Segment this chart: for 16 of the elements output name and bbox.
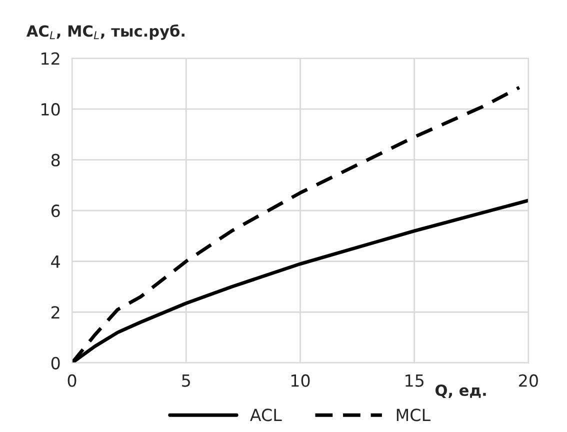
x-tick-label: 15: [406, 374, 424, 387]
x-tick-label: 5: [182, 374, 190, 387]
x-tick-label: 10: [291, 374, 310, 387]
y-tick-label: 10: [42, 103, 60, 116]
x-tick-label: 20: [519, 374, 538, 387]
y-tick-label: 8: [51, 154, 60, 166]
y-axis-title: AC$_{L}$, MC$_{L}$, тыс.руб.: [26, 24, 184, 40]
x-axis-title: Q, ед.: [436, 384, 486, 398]
y-tick-label: 12: [42, 52, 60, 65]
x-tick-label: 0: [68, 374, 76, 387]
y-tick-label: 4: [51, 256, 60, 268]
y-tick-label: 6: [51, 204, 60, 218]
y-tick-label: 2: [52, 306, 60, 318]
y-tick-label: 0: [51, 356, 60, 370]
legend-label: ACL: [250, 408, 282, 422]
legend-label: MCL: [396, 408, 430, 422]
